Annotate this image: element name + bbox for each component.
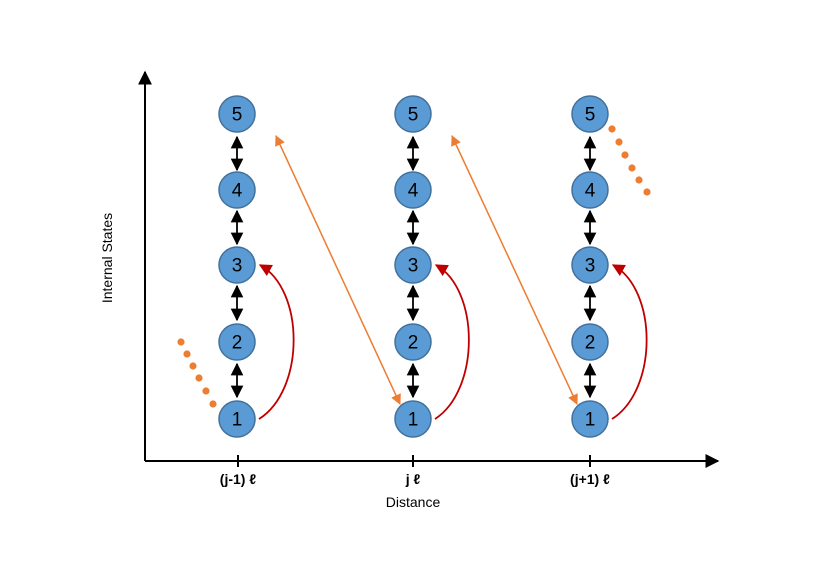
- state-label-c3-4: 4: [585, 181, 596, 202]
- orange-dot: [177, 338, 185, 346]
- state-label-c2-3: 3: [408, 256, 419, 277]
- state-column-2: 5 4 3 2 1: [394, 95, 432, 438]
- state-label-c1-3: 3: [232, 256, 243, 277]
- orange-dot: [615, 138, 623, 146]
- orange-dot: [202, 387, 210, 395]
- state-node-c1-2: [218, 323, 256, 361]
- orange-dot: [621, 151, 629, 159]
- state-node-c2-1: [394, 400, 432, 438]
- orange-dot: [209, 400, 217, 408]
- state-node-c2-3: [394, 246, 432, 284]
- orange-dot: [635, 176, 643, 184]
- state-column-1: 5 4 3 2 1: [218, 95, 256, 438]
- orange-dot: [195, 374, 203, 382]
- state-node-c3-2: [571, 323, 609, 361]
- state-node-c2-2: [394, 323, 432, 361]
- cross-arrow-c1-5-to-c2-1: [275, 135, 401, 405]
- orange-dot: [643, 188, 651, 196]
- state-label-c2-5: 5: [408, 105, 419, 126]
- state-node-c1-3: [218, 246, 256, 284]
- state-node-c1-1: [218, 400, 256, 438]
- state-label-c3-1: 1: [585, 410, 596, 431]
- state-node-c2-5: [394, 95, 432, 133]
- orange-dot: [183, 350, 191, 358]
- state-label-c1-5: 5: [232, 105, 243, 126]
- curve-arrow-c2-1-3: [434, 264, 470, 420]
- state-node-c3-1: [571, 400, 609, 438]
- state-label-c1-1: 1: [232, 410, 243, 431]
- state-label-c3-3: 3: [585, 256, 596, 277]
- state-label-c1-4: 4: [232, 181, 243, 202]
- state-node-c3-5: [571, 95, 609, 133]
- continuation-dots-right: [608, 125, 651, 196]
- continuation-dots-left: [177, 338, 217, 408]
- curve-arrow-c1-1-3: [258, 264, 295, 420]
- state-label-c1-2: 2: [232, 333, 243, 354]
- state-label-c2-1: 1: [408, 410, 419, 431]
- state-label-c3-5: 5: [585, 105, 596, 126]
- orange-dot: [608, 125, 616, 133]
- orange-dot: [628, 164, 636, 172]
- state-node-c1-5: [218, 95, 256, 133]
- orange-dot: [189, 362, 197, 370]
- state-node-c1-4: [218, 171, 256, 209]
- state-node-c3-4: [571, 171, 609, 209]
- x-tick-label-1: (j-1) ℓ: [220, 471, 257, 487]
- curve-arrow-c3-1-3: [611, 264, 648, 420]
- state-label-c2-2: 2: [408, 333, 419, 354]
- x-tick-label-3: (j+1) ℓ: [570, 471, 610, 487]
- state-label-c3-2: 2: [585, 333, 596, 354]
- cross-arrow-c2-5-to-c3-1: [451, 135, 578, 405]
- state-node-c2-4: [394, 171, 432, 209]
- y-axis-title: Internal States: [99, 213, 115, 303]
- state-column-3: 5 4 3 2 1: [571, 95, 609, 438]
- x-tick-label-2: j ℓ: [405, 471, 421, 487]
- state-node-c3-3: [571, 246, 609, 284]
- x-axis-title: Distance: [386, 494, 441, 510]
- state-label-c2-4: 4: [408, 181, 419, 202]
